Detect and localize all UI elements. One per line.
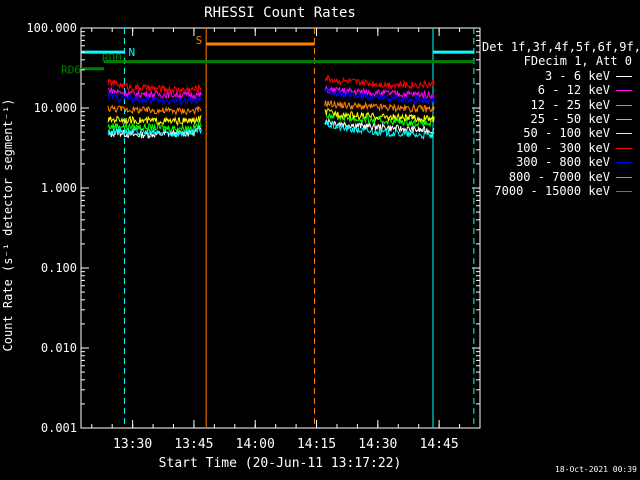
annotation-label: RD0: [102, 52, 122, 65]
legend-swatch: [616, 90, 632, 92]
annotation-label: N: [128, 46, 135, 59]
series-line: [107, 115, 202, 127]
legend-entry-label: 3 - 6 keV: [544, 68, 610, 83]
legend-entry-label: 25 - 50 keV: [530, 112, 610, 127]
x-tick-label: 14:00: [236, 437, 275, 452]
plot-frame: [80, 27, 481, 429]
legend-entry: 300 - 800 keV: [482, 155, 632, 169]
x-tick-label: 13:30: [113, 437, 152, 452]
legend-entry: 12 - 25 keV: [482, 98, 632, 112]
legend-entry: 50 - 100 keV: [482, 126, 632, 140]
series-line: [107, 125, 202, 138]
axes: [80, 27, 481, 429]
legend-swatch: [616, 162, 632, 164]
x-tick-label: 14:45: [420, 437, 459, 452]
series-lines: [107, 74, 435, 140]
legend-swatch: [616, 75, 632, 77]
y-tick-label: 0.010: [41, 341, 77, 355]
y-tick-label: 100.000: [26, 21, 77, 35]
legend-items: 3 - 6 keV 6 - 12 keV 12 - 25 keV 25 - 50 ke…: [482, 69, 632, 199]
legend-swatch: [616, 119, 632, 121]
legend-entry-label: 300 - 800 keV: [516, 155, 610, 170]
series-line: [324, 100, 435, 113]
tick-labels: 100.000 10.000 1.000 0.100 0.010 0.001 13:30 13…: [26, 21, 481, 452]
legend-entry: 3 - 6 keV: [482, 69, 632, 83]
annotation-label: RD6: [61, 64, 81, 77]
y-tick-label: 1.000: [41, 181, 77, 195]
y-tick-label: 0.100: [41, 261, 77, 275]
legend-header-line-1: Det 1f,3f,4f,5f,6f,9f,: [482, 40, 640, 54]
series-line: [324, 87, 435, 106]
x-tick-label: 13:45: [174, 437, 213, 452]
series-line: [324, 120, 435, 140]
series-line: [107, 87, 202, 100]
chart-title: RHESSI Count Rates: [204, 5, 356, 21]
legend-entry: 100 - 300 keV: [482, 141, 632, 155]
legend-swatch: [616, 104, 632, 106]
series-line: [107, 121, 202, 133]
y-axis-label: Count Rate (s⁻¹ detector segment⁻¹): [1, 99, 15, 352]
legend-entry-label: 6 - 12 keV: [537, 83, 610, 98]
x-axis-label: Start Time (20-Jun-11 13:17:22): [159, 456, 402, 471]
series-line: [107, 92, 202, 106]
legend-swatch: [616, 176, 632, 178]
legend: Det 1f,3f,4f,5f,6f,9f, FDecim 1, Att 0 3…: [482, 40, 640, 199]
legend-swatch: [616, 191, 632, 193]
series-line: [107, 124, 202, 140]
y-tick-label: 10.000: [34, 101, 77, 115]
legend-entry-label: 7000 - 15000 keV: [494, 184, 610, 199]
legend-entry: 800 - 7000 keV: [482, 170, 632, 184]
legend-header-line-2: FDecim 1, Att 0: [523, 54, 632, 69]
legend-entry-label: 12 - 25 keV: [530, 97, 610, 112]
event-lines: [123, 28, 475, 428]
footer-date: 18-Oct-2021 00:39: [555, 465, 637, 474]
legend-swatch: [616, 133, 632, 135]
legend-entry: 25 - 50 keV: [482, 112, 632, 126]
x-tick-label: 14:15: [297, 437, 336, 452]
legend-entry: 6 - 12 keV: [482, 83, 632, 97]
legend-swatch: [616, 147, 632, 149]
annotation-bars: N S RD0 RD6: [61, 34, 474, 77]
legend-entry-label: 800 - 7000 keV: [508, 169, 610, 184]
series-line: [324, 74, 435, 90]
x-tick-label: 14:30: [358, 437, 397, 452]
annotation-label: S: [196, 34, 203, 47]
legend-entry-label: 50 - 100 keV: [523, 126, 610, 141]
series-line: [324, 108, 435, 124]
series-line: [107, 104, 202, 117]
y-tick-label: 0.001: [41, 421, 77, 435]
series-line: [107, 78, 202, 95]
series-line: [324, 84, 435, 100]
legend-entry-label: 100 - 300 keV: [516, 140, 610, 155]
legend-entry: 7000 - 15000 keV: [482, 184, 632, 198]
